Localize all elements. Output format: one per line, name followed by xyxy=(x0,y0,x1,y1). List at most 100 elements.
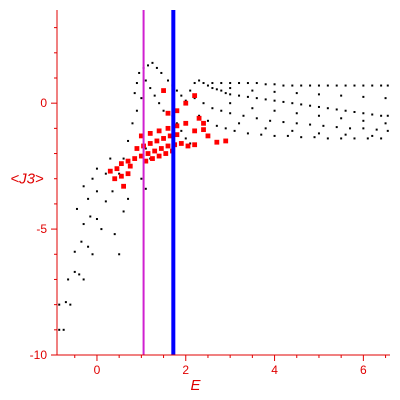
data-point-black xyxy=(291,129,294,132)
data-point-black xyxy=(127,139,130,142)
data-point-black xyxy=(89,215,92,218)
data-point-black xyxy=(215,88,218,91)
data-point-black xyxy=(229,87,232,90)
data-point-black xyxy=(366,137,369,140)
data-point-black xyxy=(260,133,263,136)
data-point-black xyxy=(82,185,85,188)
data-point-black xyxy=(255,117,258,120)
data-point-black xyxy=(135,109,138,112)
data-point-red xyxy=(174,132,180,138)
data-point-red xyxy=(147,130,153,136)
data-point-red xyxy=(192,93,198,99)
data-point-black xyxy=(362,112,365,115)
data-point-red xyxy=(161,88,166,93)
data-point-black xyxy=(335,84,338,87)
data-point-black xyxy=(87,197,90,200)
data-point-red xyxy=(174,108,180,114)
data-point-black xyxy=(118,172,121,175)
data-point-black xyxy=(340,137,343,140)
data-point-black xyxy=(380,137,383,140)
data-point-black xyxy=(380,84,383,87)
reference-lines xyxy=(142,10,176,355)
data-point-black xyxy=(371,113,374,116)
data-point-black xyxy=(322,124,325,127)
data-point-black xyxy=(344,133,347,136)
data-point-red xyxy=(158,146,164,151)
data-point-black xyxy=(362,95,365,98)
data-point-black xyxy=(273,134,276,137)
data-point-black xyxy=(149,87,152,90)
data-point-black xyxy=(264,127,267,130)
data-point-black xyxy=(273,90,276,93)
data-point-black xyxy=(344,84,347,87)
x-tick-label: 0 xyxy=(94,363,101,377)
data-point-black xyxy=(362,119,365,122)
data-point-black xyxy=(264,98,267,101)
data-point-black xyxy=(291,84,294,87)
data-point-red xyxy=(143,158,149,164)
data-point-black xyxy=(317,114,320,117)
data-point-black xyxy=(273,83,276,86)
data-point-red xyxy=(174,123,180,129)
data-point-red xyxy=(138,153,144,159)
data-point-black xyxy=(224,127,227,130)
data-point-red xyxy=(214,139,220,145)
data-point-black xyxy=(273,109,276,112)
data-point-red xyxy=(156,128,162,134)
data-point-red xyxy=(165,110,171,116)
data-point-black xyxy=(349,127,352,130)
data-point-black xyxy=(158,102,161,105)
data-point-red xyxy=(167,133,173,139)
data-point-red xyxy=(145,151,151,156)
data-point-black xyxy=(215,124,218,127)
x-axis-title: E xyxy=(190,377,201,394)
data-point-black xyxy=(144,187,147,190)
data-point-black xyxy=(87,245,90,248)
data-point-red xyxy=(196,115,202,121)
data-point-red xyxy=(201,127,206,133)
data-point-black xyxy=(386,129,389,132)
data-point-black xyxy=(211,107,214,110)
data-point-black xyxy=(180,94,183,97)
data-point-black xyxy=(295,122,298,125)
data-point-red xyxy=(152,148,158,154)
data-point-black xyxy=(58,303,61,306)
data-point-black xyxy=(95,218,98,221)
data-point-red xyxy=(154,138,160,144)
y-tick-label: -10 xyxy=(30,348,48,362)
data-point-black xyxy=(144,147,147,150)
data-point-black xyxy=(282,121,285,124)
data-point-black xyxy=(282,84,285,87)
y-tick-label: 0 xyxy=(40,96,47,110)
data-point-black xyxy=(353,84,356,87)
data-point-red xyxy=(138,133,144,139)
data-point-red xyxy=(134,146,140,151)
data-point-black xyxy=(384,97,387,100)
data-point-black xyxy=(340,117,343,120)
data-point-red xyxy=(201,120,206,126)
data-point-black xyxy=(175,89,178,92)
data-point-black xyxy=(211,87,214,90)
data-point-black xyxy=(135,82,138,85)
data-point-black xyxy=(184,137,187,140)
data-point-red xyxy=(121,183,126,189)
data-point-black xyxy=(229,112,232,115)
data-point-red xyxy=(183,120,189,126)
data-point-black xyxy=(91,253,94,256)
data-point-black xyxy=(362,84,365,87)
data-point-black xyxy=(229,82,232,85)
data-point-black xyxy=(193,82,196,85)
data-point-red xyxy=(147,141,153,146)
data-point-black xyxy=(238,122,241,125)
data-point-black xyxy=(326,137,329,140)
data-point-black xyxy=(202,82,205,85)
data-point-black xyxy=(64,301,67,304)
data-point-black xyxy=(211,82,214,85)
data-point-black xyxy=(58,328,61,331)
data-point-black xyxy=(184,99,187,102)
data-point-black xyxy=(67,278,70,281)
data-point-black xyxy=(104,200,107,203)
data-point-black xyxy=(295,112,298,115)
data-point-black xyxy=(220,109,223,112)
data-point-black xyxy=(62,328,65,331)
